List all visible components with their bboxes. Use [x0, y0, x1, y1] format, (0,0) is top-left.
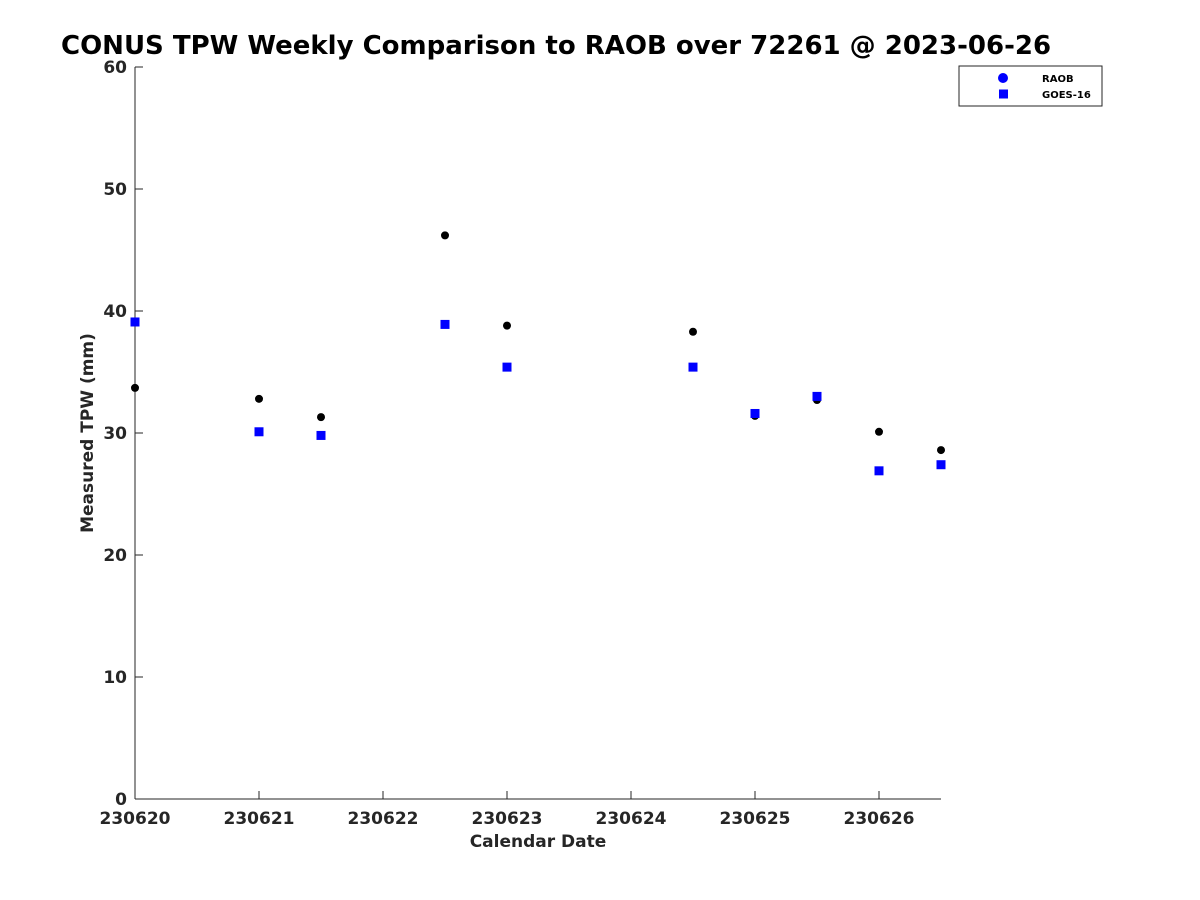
x-tick-label: 230626	[844, 809, 915, 829]
raob-point	[441, 231, 449, 240]
goes16-point	[130, 317, 140, 327]
x-axis-label: Calendar Date	[470, 832, 607, 852]
raob-point	[131, 383, 139, 392]
legend-goes-marker	[999, 89, 1008, 99]
chart-title: CONUS TPW Weekly Comparison to RAOB over…	[61, 31, 1051, 61]
y-tick-label: 50	[103, 180, 127, 200]
y-tick-label: 0	[115, 790, 127, 810]
y-axis-label: Measured TPW (mm)	[78, 333, 98, 533]
x-tick-label: 230621	[224, 809, 295, 829]
series-layer	[130, 231, 946, 476]
y-tick-label: 60	[103, 58, 127, 78]
series-goes-16	[130, 317, 946, 476]
legend-raob-label: RAOB	[1042, 74, 1074, 85]
y-axis: 0 10 20 30 40 50 60	[103, 58, 143, 810]
raob-point	[317, 413, 325, 422]
raob-point	[503, 321, 511, 330]
goes16-point	[316, 430, 326, 440]
goes16-point	[688, 362, 698, 372]
legend: RAOB GOES-16	[958, 65, 1103, 107]
y-tick-label: 30	[103, 424, 127, 444]
goes16-point	[502, 362, 512, 372]
legend-goes-label: GOES-16	[1042, 90, 1091, 101]
goes16-point	[874, 466, 884, 476]
legend-raob-marker	[998, 73, 1008, 83]
x-tick-label: 230623	[472, 809, 543, 829]
legend-box	[958, 65, 1103, 107]
x-axis: 230620 230621 230622 230623 230624 230625 2306…	[100, 791, 941, 829]
goes16-point	[254, 427, 264, 437]
goes16-point	[936, 460, 946, 470]
goes16-point	[750, 408, 760, 418]
x-tick-label: 230625	[720, 809, 791, 829]
x-tick-label: 230620	[100, 809, 171, 829]
y-tick-label: 10	[103, 668, 127, 688]
raob-point	[937, 446, 945, 455]
y-tick-label: 20	[103, 546, 127, 566]
raob-point	[689, 327, 697, 336]
x-tick-label: 230622	[348, 809, 419, 829]
y-tick-label: 40	[103, 302, 127, 322]
raob-point	[255, 394, 263, 403]
x-tick-label: 230624	[596, 809, 667, 829]
raob-point	[875, 427, 883, 436]
goes16-point	[812, 391, 822, 401]
goes16-point	[440, 319, 450, 329]
